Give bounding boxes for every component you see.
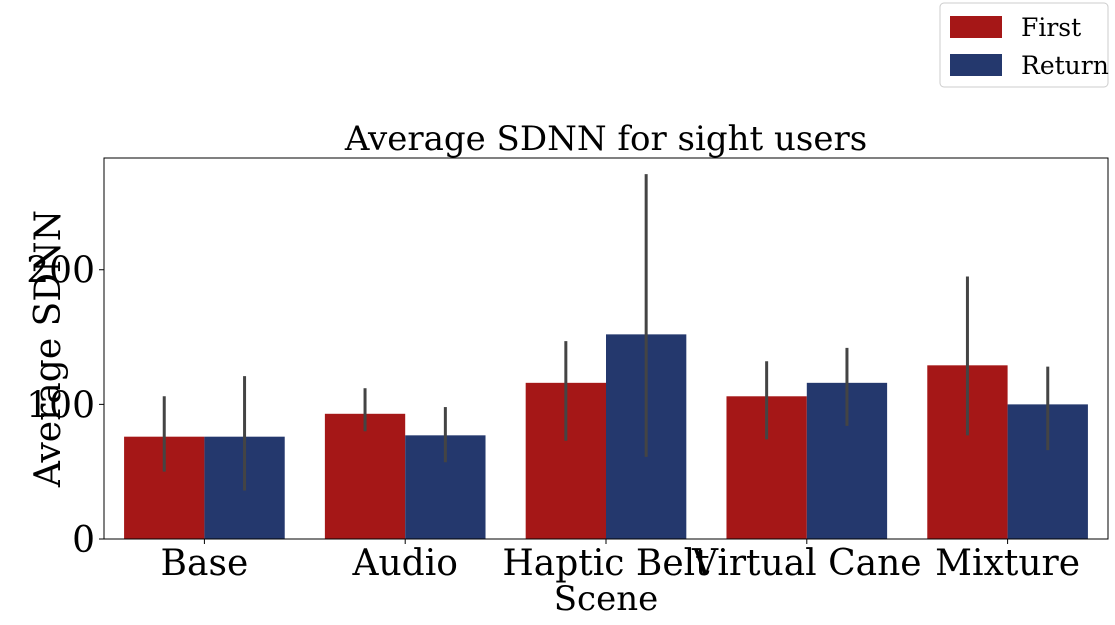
x-tick-label-2: Haptic Belt (502, 543, 710, 584)
y-tick-label-1: 100 (26, 385, 95, 426)
y-axis-label: Average SDNN (28, 210, 69, 488)
chart-title: Average SDNN for sight users (344, 119, 867, 159)
bar-first-1 (324, 413, 406, 539)
legend-label-return: Return (1021, 51, 1109, 80)
y-tick-label-0: 0 (72, 520, 95, 561)
x-axis-label: Scene (554, 579, 658, 619)
x-tick-label-4: Mixture (935, 543, 1080, 584)
error-bars-layer (162, 174, 1050, 491)
y-tick-label-2: 200 (26, 251, 95, 292)
x-tick-label-0: Base (161, 543, 249, 584)
legend: First Return (939, 2, 1109, 88)
legend-swatch-return (950, 54, 1002, 76)
bars-layer (124, 334, 1088, 539)
legend-label-first: First (1021, 13, 1081, 42)
x-tick-label-3: Virtual Cane (691, 543, 922, 584)
legend-swatch-first (950, 16, 1002, 38)
x-tick-label-1: Audio (351, 543, 457, 584)
